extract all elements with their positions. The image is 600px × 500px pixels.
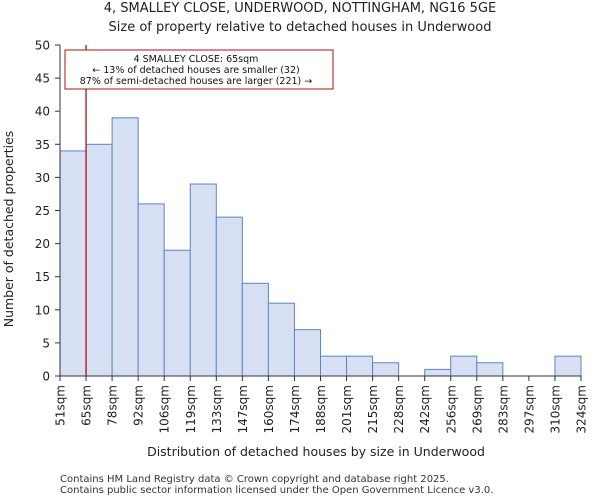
y-tick-label: 10 xyxy=(35,303,50,317)
x-tick-label: 65sqm xyxy=(80,385,94,426)
x-tick-label: 92sqm xyxy=(132,385,146,426)
footer-line-1: Contains HM Land Registry data © Crown c… xyxy=(60,474,449,485)
x-tick-label: 283sqm xyxy=(496,385,510,433)
x-tick-label: 242sqm xyxy=(418,385,432,433)
bar-65sqm xyxy=(85,143,113,377)
bar-201sqm xyxy=(346,355,374,377)
x-tick-label: 324sqm xyxy=(575,385,589,433)
y-tick-label: 15 xyxy=(35,270,50,284)
y-tick-label: 25 xyxy=(35,204,50,218)
x-tick-label: 297sqm xyxy=(522,385,536,433)
bar-119sqm xyxy=(189,183,217,377)
y-tick-label: 40 xyxy=(35,105,50,119)
bar-78sqm xyxy=(111,117,139,377)
x-tick-label: 51sqm xyxy=(54,385,68,426)
y-tick-label: 0 xyxy=(42,370,50,384)
annotation-line-2: ← 13% of detached houses are smaller (32… xyxy=(92,65,299,76)
x-tick-label: 228sqm xyxy=(392,385,406,433)
x-tick-label: 174sqm xyxy=(288,385,302,433)
y-tick-label: 50 xyxy=(35,39,50,53)
y-ticks-group: 0 5 10 15 20 25 30 35 40 45 50 xyxy=(35,39,60,384)
x-tick-label: 133sqm xyxy=(210,385,224,433)
bar-92sqm xyxy=(137,203,165,377)
x-tick-label: 78sqm xyxy=(106,385,120,426)
annotation-line-1: 4 SMALLEY CLOSE: 65sqm xyxy=(134,54,259,65)
y-tick-label: 30 xyxy=(35,171,50,185)
x-tick-label: 215sqm xyxy=(366,385,380,433)
bar-174sqm xyxy=(293,329,322,377)
y-axis-label: Number of detached properties xyxy=(1,131,16,328)
chart-title: 4, SMALLEY CLOSE, UNDERWOOD, NOTTINGHAM,… xyxy=(104,1,496,16)
annotation-box xyxy=(64,49,334,90)
bar-188sqm xyxy=(320,355,348,377)
bar-147sqm xyxy=(241,282,269,377)
x-tick-label: 201sqm xyxy=(340,385,354,433)
bar-269sqm xyxy=(476,362,504,377)
bar-106sqm xyxy=(163,249,191,377)
x-tick-label: 269sqm xyxy=(470,385,484,433)
x-tick-label: 188sqm xyxy=(314,385,328,433)
y-tick-label: 35 xyxy=(35,138,50,152)
y-tick-label: 20 xyxy=(35,237,50,251)
x-tick-label: 119sqm xyxy=(184,385,198,433)
bar-160sqm xyxy=(267,302,295,377)
bar-215sqm xyxy=(372,362,400,377)
bar-242sqm xyxy=(424,368,452,377)
x-ticks-group: 51sqm 65sqm 78sqm 92sqm 106sqm 119sqm 133sqm 14… xyxy=(54,376,589,433)
x-tick-label: 160sqm xyxy=(262,385,276,433)
chart-subtitle: Size of property relative to detached ho… xyxy=(109,20,492,35)
bars-group xyxy=(59,117,582,377)
x-tick-label: 106sqm xyxy=(158,385,172,433)
bar-133sqm xyxy=(215,216,243,377)
x-tick-label: 310sqm xyxy=(548,385,562,433)
bar-51sqm xyxy=(59,150,87,377)
y-tick-label: 45 xyxy=(35,72,50,86)
bar-256sqm xyxy=(450,355,478,377)
x-tick-label: 256sqm xyxy=(444,385,458,433)
x-tick-label: 147sqm xyxy=(236,385,250,433)
annotation-line-3: 87% of semi-detached houses are larger (… xyxy=(80,76,313,87)
footer-line-2: Contains public sector information licen… xyxy=(60,485,493,496)
x-axis-label: Distribution of detached houses by size … xyxy=(147,444,485,459)
bar-310sqm xyxy=(554,355,582,377)
y-tick-label: 5 xyxy=(42,336,50,350)
